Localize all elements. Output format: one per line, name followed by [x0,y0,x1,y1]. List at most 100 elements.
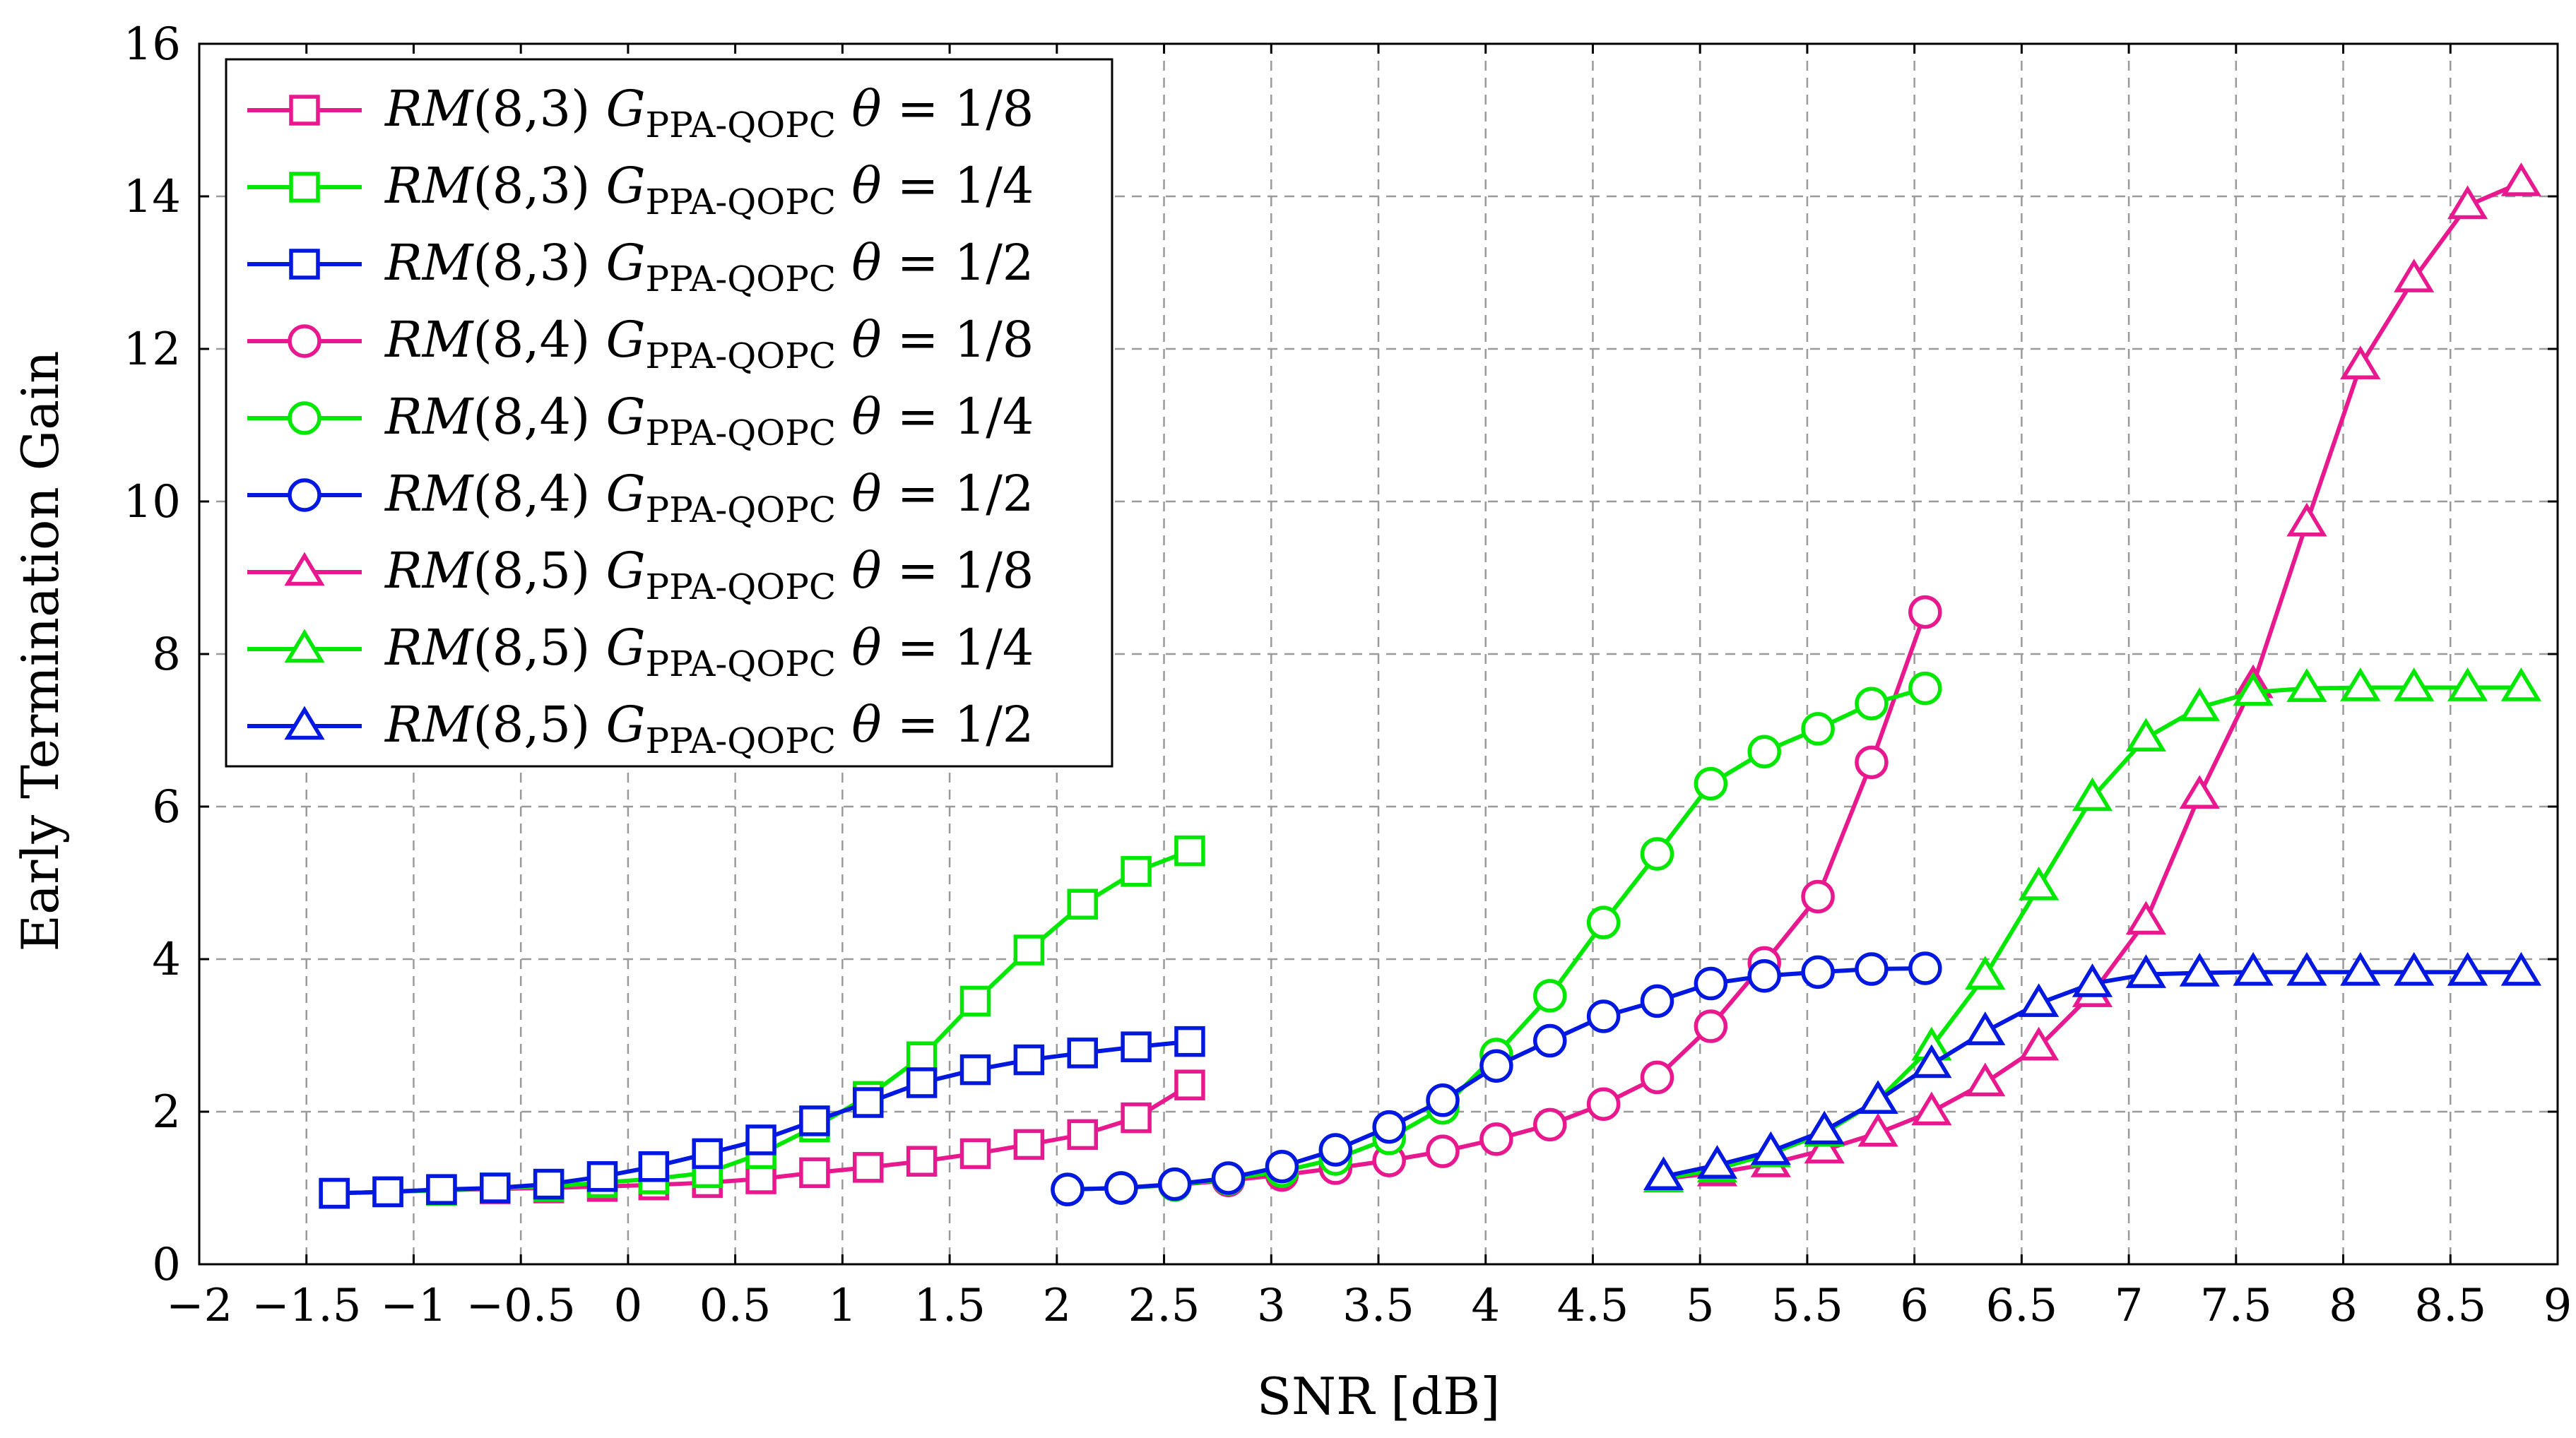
y-tick-label: 8 [152,629,181,681]
series-line [1067,686,1926,1192]
data-point [1908,951,1942,985]
data-point [2500,951,2542,986]
data-point [2500,667,2542,701]
data-point [1121,1031,1152,1062]
data-point [1804,1129,1845,1164]
data-point [1586,1087,1621,1121]
data-point [1174,835,1205,867]
legend-entry: RM(8,5) GPPA-QOPC θ = 1/4 [247,619,1034,684]
data-point [2340,345,2381,380]
legend: RM(8,3) GPPA-QOPC θ = 1/8 RM(8,3) GPPA-QO… [225,58,1113,768]
data-point [959,1138,991,1170]
x-tick-label: 0.5 [699,1280,772,1332]
data-point [2179,775,2220,809]
data-point [2394,951,2435,986]
data-point [692,1138,723,1170]
data-point [1801,879,1835,914]
axis-labels: SNR [dB] Early Termination Gain [11,351,1500,1426]
x-tick-label: 4.5 [1557,1280,1629,1332]
legend-box [225,58,1113,768]
x-tick-label: −1.5 [252,1280,361,1332]
data-point [906,1067,938,1098]
legend-entry: RM(8,3) GPPA-QOPC θ = 1/4 [247,157,1034,222]
legend-marker [289,172,320,203]
data-point [2233,672,2274,706]
data-point [853,1152,884,1183]
data-point [1801,955,1835,990]
data-point [2072,963,2113,997]
legend-label: RM(8,5) GPPA-QOPC θ = 1/2 [384,696,1034,761]
data-point [906,1146,938,1177]
data-point [1694,966,1728,1001]
x-tick-label: 3 [1257,1280,1286,1332]
data-point [1747,735,1781,768]
y-tick-label: 4 [152,934,181,986]
x-tick-label: 1.5 [914,1280,986,1332]
data-point [2019,866,2060,901]
data-point [1747,959,1781,993]
data-point [959,1054,991,1086]
legend-marker [288,478,321,512]
data-point [1696,1145,1738,1179]
data-point [1855,952,1889,986]
x-axis-label: SNR [dB] [1257,1367,1501,1426]
data-point [1908,595,1942,629]
data-point [853,1087,884,1118]
legend-entry: RM(8,4) GPPA-QOPC θ = 1/2 [247,465,1034,530]
data-point [2072,777,2113,812]
data-point [1104,1171,1138,1205]
series-8 [1643,951,2542,1191]
legend-entry: RM(8,3) GPPA-QOPC θ = 1/2 [247,234,1034,299]
data-point [2019,1026,2060,1061]
data-point [2286,951,2327,986]
y-tick-label: 0 [152,1239,181,1291]
data-point [586,1161,618,1192]
y-tick-label: 14 [124,171,181,223]
legend-label: RM(8,4) GPPA-QOPC θ = 1/8 [384,311,1034,376]
data-point [319,1177,350,1209]
data-point [2394,667,2435,701]
x-tick-label: 2.5 [1128,1280,1200,1332]
x-tick-label: 8 [2329,1280,2358,1332]
data-point [1067,889,1098,920]
legend-label: RM(8,5) GPPA-QOPC θ = 1/8 [384,542,1034,607]
data-point [1174,1069,1205,1100]
data-point [1586,999,1621,1033]
legend-marker [284,629,325,663]
data-point [2125,901,2166,935]
data-point [426,1174,457,1205]
data-point [959,985,991,1017]
series-line [1663,685,2522,1181]
data-point [1643,1156,1684,1191]
data-point [2394,259,2435,292]
series-line [1067,611,1927,1192]
data-point [1911,1044,1952,1078]
data-point [1211,1161,1246,1195]
data-point [2125,954,2166,988]
x-tick-label: 0 [614,1280,643,1332]
x-tick-label: 8.5 [2414,1280,2486,1332]
plot-series [319,162,2542,1209]
legend-label: RM(8,4) GPPA-QOPC θ = 1/2 [384,465,1034,530]
data-point [2286,668,2327,702]
data-point [1372,1110,1406,1144]
data-point [745,1163,776,1194]
data-point [1965,1062,2006,1097]
legend-marker [284,552,325,586]
x-tick-label: 7 [2115,1280,2144,1332]
data-point [2340,951,2381,986]
data-point [2125,718,2166,752]
x-tick-label: −2 [166,1280,232,1332]
series-2 [319,1026,1205,1209]
data-point [1533,979,1567,1013]
legend-marker [288,324,321,358]
legend-marker [289,249,320,280]
data-point [1121,856,1152,887]
x-tick-label: −0.5 [466,1280,575,1332]
data-point [2286,502,2327,537]
y-tick-label: 6 [152,781,181,833]
series-line [1663,180,2522,1182]
y-tick-label: 12 [124,323,181,376]
x-tick-label: 3.5 [1342,1280,1414,1332]
data-point [1965,1011,2006,1045]
